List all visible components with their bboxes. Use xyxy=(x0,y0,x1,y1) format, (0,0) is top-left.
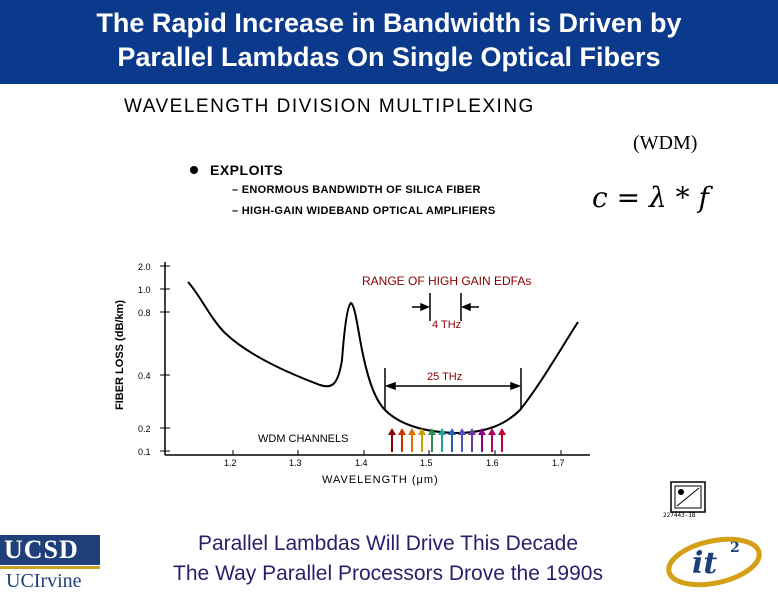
edfa-width-label: 4 THz xyxy=(432,319,461,331)
x-ticks: 1.2 1.3 1.4 1.5 1.6 1.7 xyxy=(224,450,565,468)
bullet-exploits: EXPLOITS xyxy=(210,162,284,178)
wdm-channel-arrow xyxy=(438,428,446,452)
y-axis-label: FIBER LOSS (dB/km) xyxy=(114,300,126,410)
y-tick-label: 2.0 xyxy=(138,262,151,272)
x-tick-label: 1.6 xyxy=(486,458,499,468)
x-tick-label: 1.3 xyxy=(289,458,302,468)
stamp-label: 227443-1B xyxy=(663,512,696,519)
window-width-label: 25 THz xyxy=(427,371,462,383)
it2-logo: it 2 xyxy=(666,536,762,588)
wdm-channel-arrow xyxy=(458,428,466,452)
footer-line-1: Parallel Lambdas Will Drive This Decade xyxy=(197,532,579,555)
ucsd-logo: UCSD xyxy=(0,535,100,565)
wdm-channel-arrow xyxy=(388,428,396,452)
wdm-channel-arrow xyxy=(468,428,476,452)
it2-logo-text: it xyxy=(692,546,717,581)
stamp-icon xyxy=(670,481,706,513)
it2-logo-sup: 2 xyxy=(730,540,740,556)
y-ticks: 2.0 1.0 0.8 0.4 0.2 0.1 xyxy=(138,262,170,457)
y-tick-label: 0.2 xyxy=(138,424,151,434)
sub-bullet-amplifiers: – HIGH-GAIN WIDEBAND OPTICAL AMPLIFIERS xyxy=(232,205,496,217)
bullet-dot xyxy=(190,166,198,174)
diagram-title: WAVELENGTH DIVISION MULTIPLEXING xyxy=(124,96,535,117)
uci-logo-text: UCIrvine xyxy=(6,570,82,592)
title-banner: The Rapid Increase in Bandwidth is Drive… xyxy=(0,0,778,84)
y-tick-label: 0.8 xyxy=(138,308,151,318)
x-tick-label: 1.2 xyxy=(224,458,237,468)
wdm-channel-arrow xyxy=(428,428,436,452)
title-line-2: Parallel Lambdas On Single Optical Fiber… xyxy=(117,42,661,72)
edfa-range-marker xyxy=(412,293,479,321)
edfa-range-label: RANGE OF HIGH GAIN EDFAs xyxy=(362,274,531,288)
title-line-1: The Rapid Increase in Bandwidth is Drive… xyxy=(96,8,682,38)
y-tick-label: 1.0 xyxy=(138,285,151,295)
uci-logo: UCIrvine xyxy=(0,566,100,593)
wdm-channel-arrow xyxy=(418,428,426,452)
wdm-channel-arrow xyxy=(488,428,496,452)
window-label-bg xyxy=(424,368,476,382)
sub-bullet-bandwidth: – ENORMOUS BANDWIDTH OF SILICA FIBER xyxy=(232,184,481,196)
diagram-abbr: (WDM) xyxy=(633,132,698,154)
formula: c = λ * f xyxy=(592,181,709,214)
fiber-loss-curve xyxy=(187,281,579,435)
x-axis-label: WAVELENGTH (μm) xyxy=(322,474,439,486)
y-tick-label: 0.1 xyxy=(138,447,151,457)
wdm-channel-arrow xyxy=(478,428,486,452)
x-tick-label: 1.5 xyxy=(420,458,433,468)
wdm-channels-label: WDM CHANNELS xyxy=(258,433,348,445)
wdm-channel-arrow xyxy=(498,428,506,452)
wdm-channel-arrows xyxy=(388,428,506,452)
wdm-channel-arrow xyxy=(448,428,456,452)
ucsd-logo-text: UCSD xyxy=(4,535,79,564)
x-tick-label: 1.7 xyxy=(552,458,565,468)
y-tick-label: 0.4 xyxy=(138,371,151,381)
footer-line-2: The Way Parallel Processors Drove the 19… xyxy=(173,562,603,585)
wdm-channel-arrow xyxy=(408,428,416,452)
x-tick-label: 1.4 xyxy=(355,458,368,468)
transmission-window-marker xyxy=(384,368,522,410)
wdm-channel-arrow xyxy=(398,428,406,452)
